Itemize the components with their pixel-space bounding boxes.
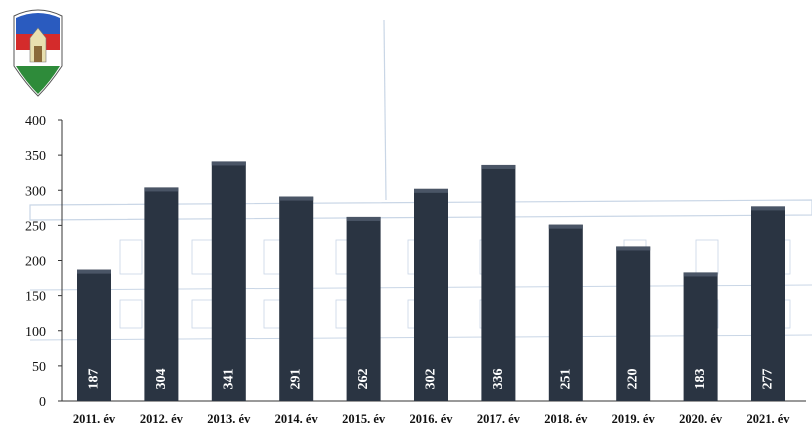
x-tick-label: 2014. év [275,412,319,426]
bar-top-highlight [414,188,448,193]
bar-top-highlight [211,161,246,166]
bar-data-label: 220 [626,369,641,390]
bar-data-label: 302 [424,369,439,390]
bar [548,224,583,401]
y-tick-label: 100 [25,325,46,340]
bar-top-highlight [481,164,516,169]
x-tick-label: 2011. év [73,412,116,426]
y-tick-label: 200 [25,255,46,270]
bar [751,206,785,401]
sketch-window [119,299,143,329]
bar-top-highlight [751,206,785,211]
y-tick-label: 50 [32,360,46,375]
label-layer: 187 2011. év 304 2012. év 341 2013. év 291 2014… [73,369,790,427]
x-tick-label: 2019. év [612,412,656,426]
x-tick-label: 2015. év [342,412,386,426]
bar-top-highlight [279,196,314,201]
x-tick-label: 2021. év [746,412,790,426]
y-tick-label: 250 [25,219,46,234]
bar-data-label: 251 [558,369,573,390]
bar [77,269,111,401]
bar [683,272,718,401]
bar-data-label: 183 [693,369,708,390]
sketch-window [695,239,719,275]
bar [144,187,179,401]
bar-top-highlight [616,246,651,251]
y-tick-label: 400 [25,114,46,129]
y-tick-label: 300 [25,184,46,199]
x-tick-label: 2018. év [544,412,588,426]
x-tick-label: 2013. év [207,412,251,426]
bar-top-highlight [548,224,583,229]
bar-data-label: 304 [154,369,169,390]
sketch-roofline [29,199,812,221]
sketch-window [191,299,215,329]
police-crest-logo [13,9,63,97]
bar-top-highlight [144,187,179,192]
bar-data-label: 291 [289,369,304,390]
bar [616,246,651,401]
sketch-window [191,239,215,275]
bar-data-label: 262 [356,369,371,390]
bar-layer [77,161,785,401]
sketch-pole [383,19,387,201]
bar [211,161,246,401]
y-tick-label: 0 [39,395,46,410]
y-tick-label: 150 [25,290,46,305]
bar [346,216,381,401]
x-tick-label: 2012. év [140,412,184,426]
bar-data-label: 336 [491,369,506,390]
bar [279,196,314,401]
bar-data-label: 277 [761,369,776,390]
bar-top-highlight [346,216,381,221]
x-tick-label: 2016. év [409,412,453,426]
bar [414,188,448,401]
bar-top-highlight [683,272,718,277]
x-tick-label: 2020. év [679,412,723,426]
y-tick-label: 350 [25,149,46,164]
bar-data-label: 341 [221,369,236,390]
bar [481,164,516,401]
bar-top-highlight [77,269,111,274]
bar-data-label: 187 [87,369,102,390]
x-tick-label: 2017. év [477,412,521,426]
sketch-window [119,239,143,275]
